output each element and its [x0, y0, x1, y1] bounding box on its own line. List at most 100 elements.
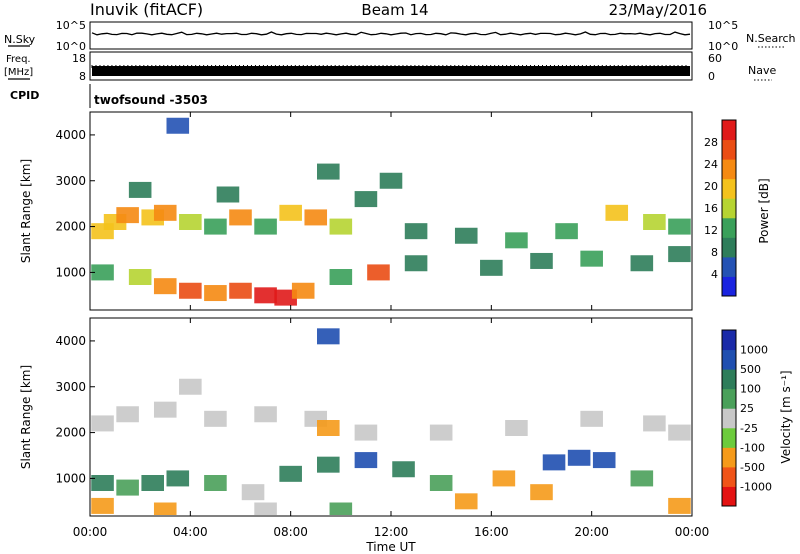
- heatmap-cell: [329, 218, 353, 235]
- beam-title: Beam 14: [361, 1, 428, 19]
- x-tick-label: 12:00: [374, 525, 409, 539]
- velocity-colorbar-segment: [722, 486, 736, 507]
- heatmap-cell: [91, 475, 114, 491]
- power-colorbar-segment: [722, 256, 736, 277]
- station-title: Inuvik (fitACF): [90, 0, 203, 19]
- nsky-trace: [91, 31, 691, 36]
- heatmap-cell: [304, 209, 328, 226]
- power-colorbar-segment: [722, 178, 736, 199]
- power-colorbar-segment: [722, 120, 736, 141]
- velocity-y-axis: 4000 3000 2000 1000: [55, 334, 95, 485]
- power-panel-frame: [89, 111, 693, 311]
- heatmap-cell: [141, 475, 164, 491]
- heatmap-cell: [668, 218, 691, 235]
- heatmap-cell: [542, 454, 566, 471]
- y-tick-label: 1000: [55, 265, 86, 279]
- velocity-colorbar-segment: [722, 466, 736, 487]
- x-axis-label: Time UT: [365, 540, 416, 554]
- velocity-colorbar-tick: -500: [740, 461, 765, 474]
- heatmap-cell: [392, 461, 415, 478]
- velocity-colorbar-tick: 500: [740, 363, 761, 376]
- heatmap-cell: [379, 172, 403, 189]
- power-colorbar-tick: 12: [704, 224, 718, 237]
- heatmap-cell: [91, 497, 114, 514]
- power-colorbar-segment: [722, 198, 736, 219]
- heatmap-cell: [116, 207, 139, 224]
- heatmap-cell: [204, 475, 227, 491]
- heatmap-cell: [91, 415, 114, 432]
- heatmap-cell: [153, 278, 177, 295]
- time-x-axis: 00:00 04:00 08:00 12:00 16:00 20:00 00:00: [73, 112, 710, 539]
- heatmap-cell: [179, 378, 202, 395]
- y-tick-label: 4000: [55, 128, 86, 142]
- heatmap-cell: [668, 424, 691, 441]
- power-colorbar-tick: 4: [711, 268, 718, 281]
- velocity-colorbar-frame: [721, 329, 737, 507]
- heatmap-cell: [279, 204, 302, 221]
- heatmap-cell: [354, 452, 378, 469]
- date-title: 23/May/2016: [609, 1, 707, 19]
- power-colorbar-tick: 20: [704, 180, 718, 193]
- y-tick-label: 4000: [55, 334, 86, 348]
- heatmap-cell: [668, 497, 691, 514]
- heatmap-cell: [317, 456, 340, 473]
- heatmap-cell: [454, 227, 478, 244]
- power-colorbar: 28 24 20 16 12 8 4: [704, 119, 737, 297]
- heatmap-cell: [254, 406, 277, 423]
- heatmap-cell: [404, 223, 428, 240]
- heatmap-cell: [354, 424, 378, 441]
- heatmap-cell: [166, 470, 190, 487]
- heatmap-cell: [555, 223, 578, 240]
- velocity-ylabel: Slant Range [km]: [19, 365, 33, 469]
- x-tick-label: 00:00: [73, 525, 108, 539]
- heatmap-cell: [179, 214, 202, 230]
- nave-tick-top: 60: [708, 52, 722, 65]
- x-tick-label: 20:00: [574, 525, 609, 539]
- nsky-tick-top: 10^5: [56, 19, 86, 32]
- cpid-label: CPID: [10, 89, 39, 102]
- power-y-axis: 4000 3000 2000 1000: [55, 128, 95, 279]
- power-ylabel: Slant Range [km]: [19, 159, 33, 263]
- velocity-colorbar-tick: -1000: [740, 480, 772, 493]
- heatmap-cell: [643, 415, 666, 432]
- power-colorbar-segment: [722, 217, 736, 238]
- nave-tick-bottom: 0: [708, 70, 715, 83]
- heatmap-cell: [505, 232, 528, 249]
- velocity-colorbar-tick: 1000: [740, 344, 768, 357]
- heatmap-cell: [580, 410, 603, 427]
- heatmap-cell: [429, 424, 453, 441]
- nsearch-tick-bottom: 10^0: [708, 40, 738, 53]
- heatmap-cell: [605, 204, 629, 221]
- power-colorbar-segment: [722, 237, 736, 258]
- heatmap-cell: [204, 218, 227, 235]
- heatmap-cell: [179, 282, 202, 299]
- velocity-colorbar-tick: -25: [740, 422, 758, 435]
- heatmap-cell: [204, 410, 227, 427]
- heatmap-cell: [229, 209, 252, 226]
- heatmap-cell: [630, 255, 654, 272]
- power-colorbar-tick: 8: [711, 246, 718, 259]
- heatmap-cell: [592, 452, 616, 469]
- heatmap-cell: [128, 269, 152, 285]
- velocity-colorbar-segment: [722, 369, 736, 390]
- velocity-colorbar-label: Velocity [m s⁻¹]: [779, 370, 793, 463]
- heatmap-cell: [241, 484, 265, 501]
- velocity-colorbar-segment: [722, 408, 736, 429]
- heatmap-cell: [229, 282, 252, 299]
- velocity-colorbar-tick: 25: [740, 402, 754, 415]
- power-colorbar-segment: [722, 159, 736, 180]
- nave-label: Nave: [748, 64, 776, 77]
- y-tick-label: 2000: [55, 426, 86, 440]
- power-heatmap: [91, 117, 691, 306]
- y-tick-label: 1000: [55, 471, 86, 485]
- power-colorbar-tick: 24: [704, 158, 718, 171]
- heatmap-cell: [429, 475, 453, 491]
- heatmap-cell: [166, 117, 190, 134]
- x-tick-label: 08:00: [273, 525, 308, 539]
- power-colorbar-tick: 28: [704, 136, 718, 149]
- freq-panel-frame: [89, 51, 693, 81]
- velocity-colorbar-segment: [722, 349, 736, 370]
- freq-tick-bottom: 8: [79, 70, 86, 83]
- x-tick-label: 00:00: [675, 525, 710, 539]
